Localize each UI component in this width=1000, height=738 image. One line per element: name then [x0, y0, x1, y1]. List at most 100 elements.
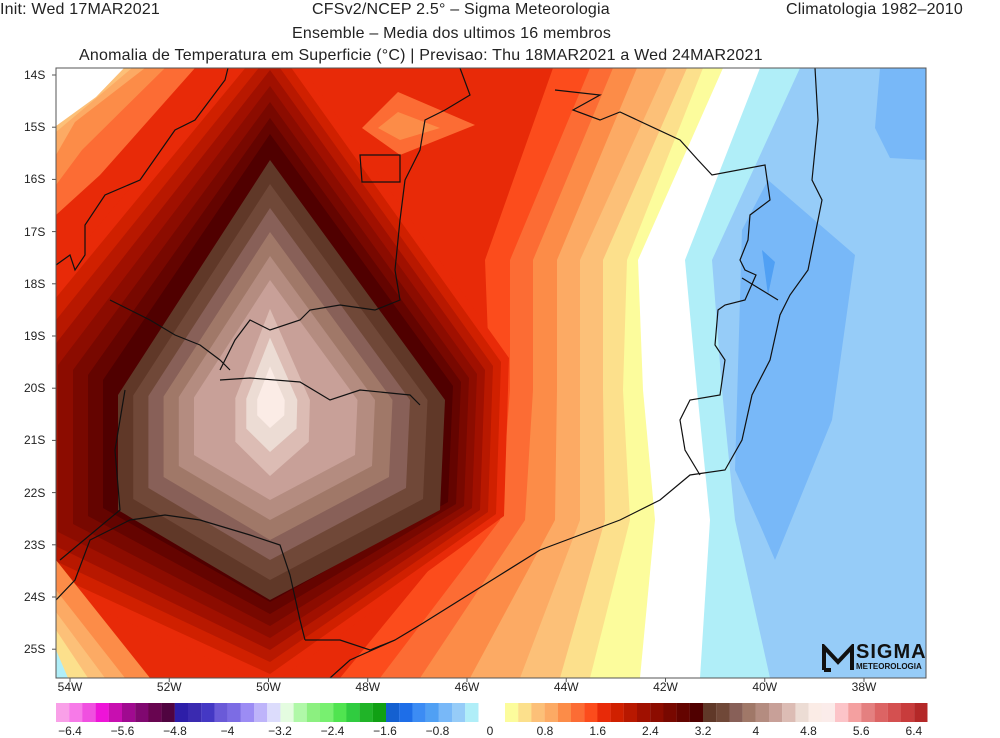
colorbar-swatch [346, 703, 360, 722]
colorbar-swatch [359, 703, 373, 722]
colorbar-swatch [412, 703, 426, 722]
anomaly-contours [56, 68, 926, 678]
lat-label: 22S [24, 485, 46, 500]
colorbar-swatch [452, 703, 466, 722]
colorbar-swatch [663, 703, 677, 722]
border-line [329, 68, 823, 678]
colorbar-label: 4 [752, 724, 760, 738]
colorbar-swatch [676, 703, 690, 722]
colorbar-swatch [689, 703, 704, 722]
colorbar-swatch [650, 703, 664, 722]
colorbar-swatch [56, 703, 70, 722]
colorbar-swatch [703, 703, 717, 722]
colorbar-label: −2.4 [320, 724, 345, 738]
axis-ticks [52, 74, 865, 682]
logo-m-icon [822, 644, 854, 672]
logo-name: SIGMA [856, 641, 927, 663]
colorbar-label: −0.8 [425, 724, 450, 738]
colorbar-swatch [240, 703, 255, 722]
colorbar-swatch [372, 703, 387, 722]
colorbar-swatch [425, 703, 439, 722]
border-line [56, 68, 229, 272]
colorbar-swatch [505, 703, 519, 722]
lat-label: 19S [24, 329, 46, 343]
colorbar-swatch [637, 703, 651, 722]
colorbar-swatch [808, 703, 822, 722]
colorbar-label: 0 [486, 724, 494, 738]
colorbar-swatch [742, 703, 756, 722]
border-line [56, 514, 306, 641]
colorbar-label: −1.6 [373, 724, 397, 738]
colorbar-swatch [716, 703, 730, 722]
contour-band [56, 630, 88, 678]
lat-label: 20S [24, 381, 46, 396]
colorbar-swatch [782, 703, 796, 722]
colorbar-label: 5.6 [852, 724, 870, 738]
logo-tagline: METEOROLOGIA [856, 662, 922, 671]
climatology-label: Climatologia 1982–2010 [786, 1, 963, 18]
colorbar-label: −6.4 [58, 724, 82, 738]
colorbar-swatch [623, 703, 638, 722]
contour-band [56, 68, 124, 126]
lon-label: 40W [752, 680, 778, 694]
colorbar-swatch [148, 703, 162, 722]
colorbar-swatch [848, 703, 862, 722]
colorbar-swatch [769, 703, 783, 722]
colorbar-swatch [729, 703, 743, 722]
colorbar-swatch [333, 703, 347, 722]
border-line [359, 154, 401, 183]
colorbar-swatch [821, 703, 836, 722]
colorbar-swatch [914, 703, 928, 722]
colorbar-swatch [544, 703, 558, 722]
colorbar-swatch [161, 703, 175, 722]
init-date: Init: Wed 17MAR2021 [0, 1, 161, 18]
lon-label: 44W [553, 680, 579, 694]
source-label: CFSv2/NCEP 2.5° – Sigma Meteorologia [312, 1, 610, 18]
sigma-logo: SIGMA METEOROLOGIA [822, 641, 927, 674]
colorbar-swatch [584, 703, 598, 722]
colorbar-swatch [69, 703, 83, 722]
colorbar-swatch [835, 703, 849, 722]
colorbar-swatch [135, 703, 149, 722]
lon-label: 52W [156, 680, 182, 694]
colorbar-swatch [82, 703, 96, 722]
colorbar-swatch [755, 703, 770, 722]
colorbar-label: 4.8 [800, 724, 817, 738]
colorbar-swatch [108, 703, 123, 722]
lon-label: 54W [57, 680, 83, 694]
colorbar-swatch [280, 703, 294, 722]
contour-band [735, 180, 855, 560]
lat-label: 18S [24, 276, 46, 291]
contour-band [378, 112, 440, 140]
colorbar [56, 703, 928, 722]
lon-label: 42W [653, 680, 678, 694]
colorbar-label: −3.2 [268, 724, 292, 738]
border-line [554, 89, 771, 476]
lat-label: 21S [24, 433, 46, 448]
lon-label: 48W [355, 680, 381, 694]
colorbar-label: −4.8 [163, 724, 187, 738]
colorbar-swatch [571, 703, 585, 722]
colorbar-swatch [201, 703, 215, 722]
border-line [305, 639, 396, 651]
colorbar-label: 2.4 [642, 724, 659, 738]
border-line [219, 68, 471, 371]
colorbar-label: 0.8 [536, 724, 554, 738]
colorbar-swatch [887, 703, 902, 722]
colorbar-swatch [610, 703, 624, 722]
colorbar-swatch [597, 703, 611, 722]
colorbar-swatch [557, 703, 572, 722]
lon-label: 46W [454, 680, 480, 694]
colorbar-swatch [861, 703, 875, 722]
colorbar-swatch [795, 703, 809, 722]
state-borders [56, 68, 823, 678]
map-frame [55, 67, 927, 679]
colorbar-label: 1.6 [589, 724, 607, 738]
lon-label: 50W [256, 680, 281, 694]
lat-label: 23S [24, 537, 46, 552]
colorbar-swatch [399, 703, 413, 722]
colorbar-swatch [95, 703, 109, 722]
colorbar-swatch [465, 703, 479, 722]
border-line [59, 389, 126, 561]
